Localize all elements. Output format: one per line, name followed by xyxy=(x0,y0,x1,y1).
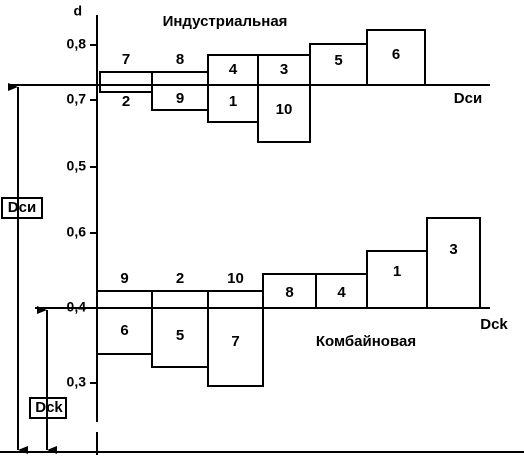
box-label: 8 xyxy=(176,51,184,68)
box xyxy=(99,84,153,93)
layer: d 0,8 0,7 0,5 0,6 0,4 0,3 Индустриальная Dси Комб… xyxy=(0,3,524,455)
dimension-label: Dck xyxy=(35,399,63,416)
box xyxy=(366,29,426,86)
box-label: 1 xyxy=(229,93,237,110)
tick-label: 0,7 xyxy=(67,91,87,107)
box-label: 10 xyxy=(227,270,244,287)
box-label: 1 xyxy=(393,263,401,280)
box xyxy=(99,71,153,86)
box-label: 4 xyxy=(229,61,238,78)
box-label: 2 xyxy=(122,93,130,110)
box xyxy=(426,217,481,309)
box-label: 10 xyxy=(276,101,293,118)
box-label: 7 xyxy=(231,333,239,350)
box-label: 6 xyxy=(120,322,128,339)
baseline-label: Dck xyxy=(480,316,508,333)
label-bg xyxy=(1,197,43,219)
dimension-label: Dси xyxy=(8,199,36,216)
baseline-label: Dси xyxy=(454,90,482,107)
box xyxy=(96,290,153,309)
tick-label: 0,3 xyxy=(67,374,87,390)
box-label: 3 xyxy=(449,241,457,258)
box-label: 9 xyxy=(176,90,184,107)
box xyxy=(207,290,264,309)
tick-label: 0,5 xyxy=(67,158,87,174)
box-label: 7 xyxy=(122,51,130,68)
group-title: Индустриальная xyxy=(163,13,288,30)
tick-label: 0,8 xyxy=(67,36,87,52)
box-label: 2 xyxy=(176,270,184,287)
box-label: 5 xyxy=(176,327,184,344)
box-label: 3 xyxy=(280,61,288,78)
axis-label: d xyxy=(73,3,82,19)
box-label: 6 xyxy=(392,46,400,63)
box-label: 5 xyxy=(334,52,342,69)
box xyxy=(257,84,311,143)
box-label: 4 xyxy=(337,284,346,301)
tick-label: 0,4 xyxy=(67,299,87,315)
box xyxy=(207,307,264,387)
box xyxy=(151,71,209,86)
label-bg xyxy=(29,397,67,419)
box xyxy=(151,290,209,309)
tick-label: 0,6 xyxy=(67,224,87,240)
group-title: Комбайновая xyxy=(316,333,416,350)
box-label: 9 xyxy=(120,270,128,287)
box-label: 8 xyxy=(285,284,293,301)
